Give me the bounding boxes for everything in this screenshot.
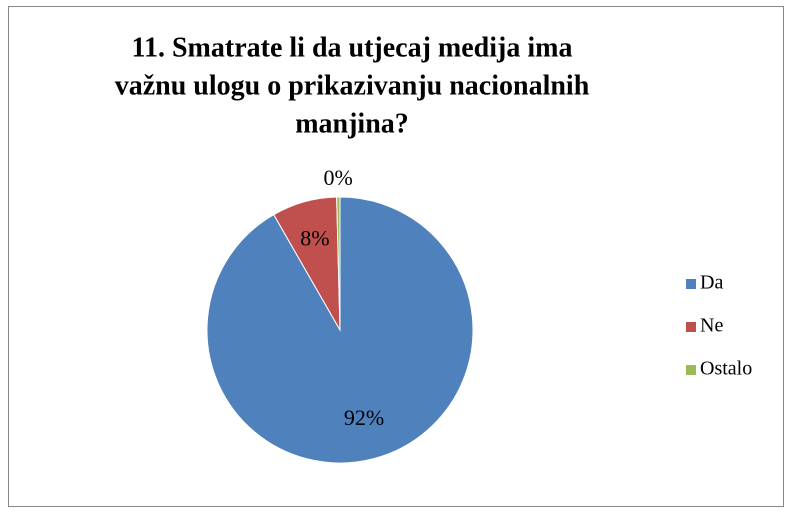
- legend-label: Ostalo: [700, 358, 752, 380]
- legend-label: Ne: [700, 315, 723, 337]
- legend-swatch: [686, 322, 696, 332]
- chart-title: 11. Smatrate li da utjecaj medija ima: [132, 32, 573, 63]
- chart-title: manjina?: [295, 108, 409, 139]
- legend-swatch: [686, 365, 696, 375]
- legend-label: Da: [700, 272, 723, 294]
- pie-slice: [336, 196, 341, 331]
- data-label: 8%: [300, 225, 329, 250]
- data-label: 92%: [344, 405, 384, 430]
- data-label: 0%: [323, 165, 352, 190]
- legend-swatch: [686, 279, 696, 289]
- chart-title: važnu ulogu o prikazivanju nacionalnih: [115, 70, 590, 101]
